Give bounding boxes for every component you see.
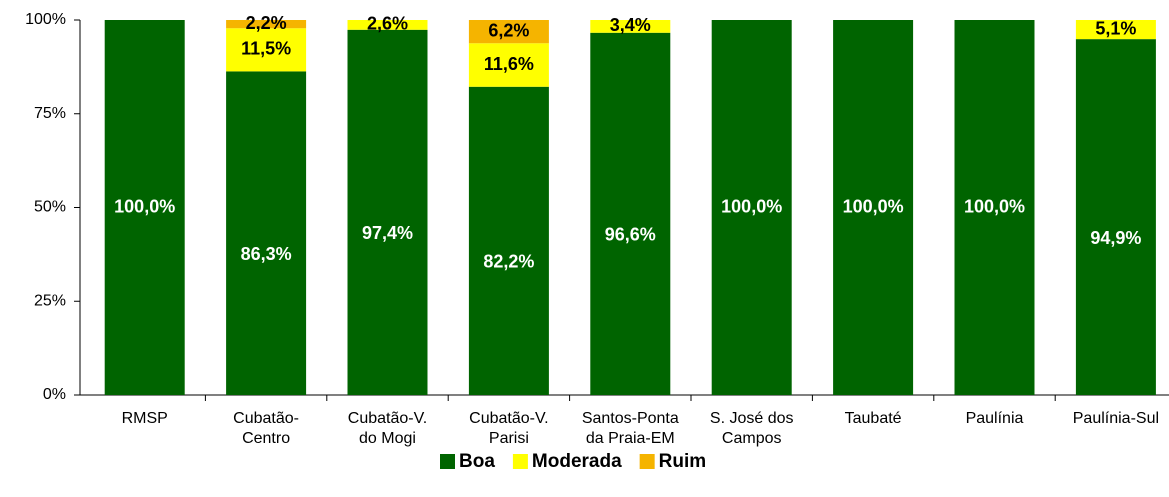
value-label: 5,1% xyxy=(1095,18,1136,38)
x-tick-label: Cubatão-V. do Mogi xyxy=(348,410,427,447)
x-tick-label: Cubatão-Centro xyxy=(233,410,299,447)
x-tick-label: Cubatão-V. Parisi xyxy=(469,410,548,447)
bar-segment xyxy=(347,20,428,30)
bar-segment xyxy=(104,20,185,395)
bar-segment xyxy=(226,20,307,29)
bar-segment xyxy=(833,20,914,395)
legend-label: Moderada xyxy=(532,451,622,472)
legend-label: Boa xyxy=(459,451,495,472)
y-tick-label: 25% xyxy=(34,292,66,309)
bar-segment xyxy=(590,32,671,395)
value-label: 100,0% xyxy=(843,196,904,216)
bar-segment xyxy=(226,71,307,395)
bar-segment xyxy=(468,86,549,395)
x-tick-label: S. José dos Campos xyxy=(710,410,794,447)
value-label: 2,6% xyxy=(367,14,408,34)
bar-segment xyxy=(711,20,792,395)
bar-segment xyxy=(468,43,549,87)
legend-swatch xyxy=(440,454,455,469)
value-label: 11,5% xyxy=(241,39,291,59)
y-tick-label: 100% xyxy=(25,11,66,28)
value-label: 11,6% xyxy=(484,54,534,74)
value-label: 82,2% xyxy=(483,252,534,272)
bar-segment xyxy=(1075,39,1156,395)
x-tick-label: RMSP xyxy=(122,410,168,427)
legend-swatch xyxy=(639,454,655,469)
y-tick-label: 75% xyxy=(34,105,66,122)
bar-segment xyxy=(226,28,307,72)
value-label: 2,2% xyxy=(246,13,287,33)
x-tick-label: Paulínia-Sul xyxy=(1073,410,1159,427)
x-tick-label: Santos-Ponta da Praia-EM xyxy=(582,410,679,447)
bar-segment xyxy=(1075,20,1156,40)
y-tick-label: 0% xyxy=(43,386,66,403)
value-label: 100,0% xyxy=(964,196,1025,216)
x-tick-label: Paulínia xyxy=(966,410,1024,427)
legend-swatch xyxy=(512,454,528,469)
value-label: 97,4% xyxy=(362,223,413,243)
y-tick-label: 50% xyxy=(34,199,66,216)
x-tick-label: Taubaté xyxy=(845,410,902,427)
bar-segment xyxy=(954,20,1035,395)
value-label: 100,0% xyxy=(721,196,782,216)
bar-segment xyxy=(468,20,549,44)
value-label: 3,4% xyxy=(610,15,651,35)
bar-segment xyxy=(590,20,671,33)
bar-segment xyxy=(347,29,428,395)
value-label: 96,6% xyxy=(605,225,656,245)
value-label: 6,2% xyxy=(488,20,529,40)
value-label: 86,3% xyxy=(241,244,292,264)
value-label: 100,0% xyxy=(114,196,175,216)
value-label: 94,9% xyxy=(1090,228,1141,248)
legend-label: Ruim xyxy=(659,451,707,472)
